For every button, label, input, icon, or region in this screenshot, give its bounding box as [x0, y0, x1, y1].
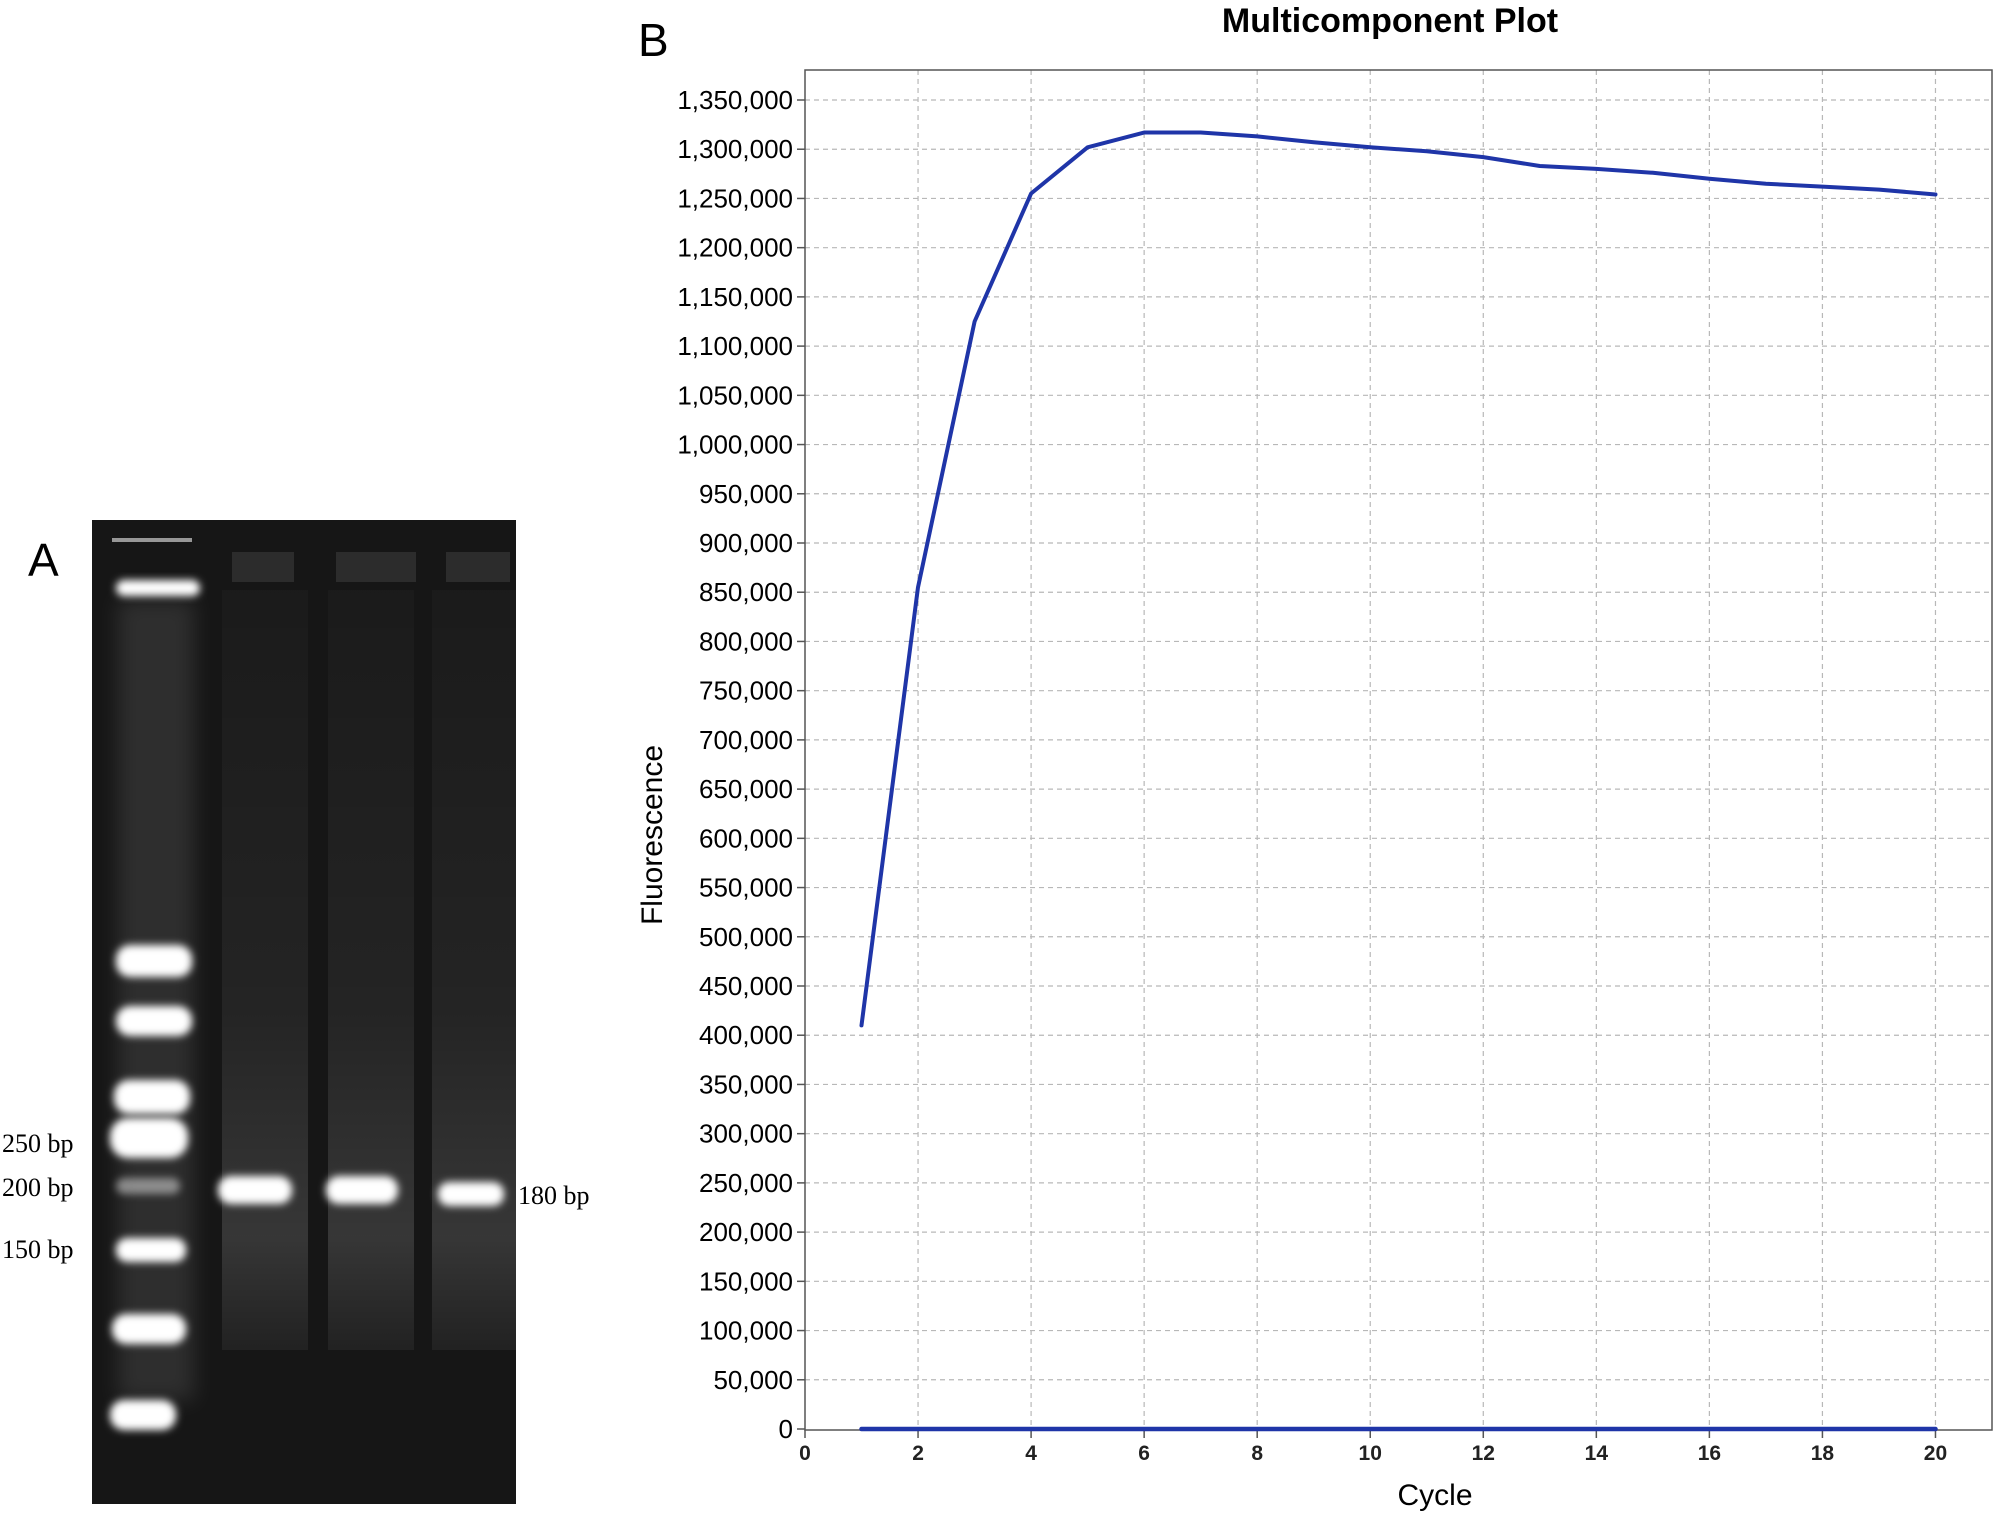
- x-tick-label: 20: [1924, 1442, 1947, 1465]
- sample-band: [438, 1182, 504, 1206]
- y-tick-label: 1,250,000: [677, 183, 793, 213]
- ladder-band: [116, 1006, 192, 1036]
- y-axis-title: Fluorescence: [636, 745, 669, 925]
- grid: [805, 70, 1992, 1430]
- y-tick-label: 550,000: [699, 873, 793, 903]
- x-tick-label: 14: [1585, 1442, 1609, 1465]
- x-tick-label: 16: [1698, 1442, 1721, 1465]
- y-tick-label: 150,000: [699, 1266, 793, 1296]
- y-tick-label: 250,000: [699, 1168, 793, 1198]
- series-line-1: [859, 130, 1938, 1028]
- x-tick-label: 4: [1025, 1442, 1037, 1465]
- y-tick-label: 400,000: [699, 1020, 793, 1050]
- y-tick-label: 50,000: [713, 1365, 793, 1395]
- y-tick-label: 1,300,000: [677, 134, 793, 164]
- series: [859, 130, 1938, 1432]
- x-axis-ticks: 0 2 4 6 8 10 12 14 16 18 20: [799, 1430, 1947, 1465]
- y-tick-label: 700,000: [699, 725, 793, 755]
- y-tick-label: 1,150,000: [677, 282, 793, 312]
- y-tick-label: 750,000: [699, 676, 793, 706]
- y-tick-label: 1,050,000: [677, 380, 793, 410]
- y-tick-label: 650,000: [699, 774, 793, 804]
- gel-well: [232, 552, 294, 582]
- ladder-smear: [118, 600, 194, 1400]
- lane-smear: [222, 590, 308, 1350]
- ladder-band: [114, 1080, 190, 1114]
- ladder-band: [116, 945, 192, 977]
- x-tick-label: 0: [799, 1442, 811, 1465]
- y-tick-label: 900,000: [699, 528, 793, 558]
- y-tick-label: 1,200,000: [677, 233, 793, 263]
- y-tick-label: 500,000: [699, 922, 793, 952]
- gel-well: [336, 552, 416, 582]
- sample-band: [326, 1176, 398, 1204]
- y-axis-ticks: 0 50,000 100,000 150,000 200,000 250,000 300,0…: [677, 85, 805, 1444]
- band-size-label: 180 bp: [518, 1181, 590, 1210]
- y-tick-label: 850,000: [699, 577, 793, 607]
- ladder-label-250: 250 bp: [2, 1129, 74, 1158]
- ladder-band: [116, 1178, 180, 1194]
- y-tick-label: 350,000: [699, 1069, 793, 1099]
- panel-b-label: B: [638, 14, 669, 66]
- y-tick-label: 300,000: [699, 1119, 793, 1149]
- x-tick-label: 6: [1138, 1442, 1150, 1465]
- chart-title: Multicomponent Plot: [1222, 2, 1558, 40]
- x-tick-label: 2: [912, 1442, 924, 1465]
- ladder-band: [112, 1314, 186, 1344]
- chart-panel: B Multicomponent Plot 0 50,000 100,000 150,…: [636, 2, 1993, 1512]
- ladder-band: [110, 1118, 188, 1158]
- gel-well: [112, 538, 192, 542]
- y-tick-label: 1,100,000: [677, 331, 793, 361]
- y-tick-label: 1,000,000: [677, 430, 793, 460]
- y-tick-label: 100,000: [699, 1316, 793, 1346]
- sample-bands: [218, 1176, 504, 1206]
- x-tick-label: 8: [1251, 1442, 1263, 1465]
- ladder-band: [116, 1238, 186, 1262]
- ladder-band: [110, 1400, 176, 1430]
- plot-frame: [804, 69, 1993, 1431]
- lane-smear: [432, 590, 516, 1350]
- y-tick-label: 600,000: [699, 823, 793, 853]
- sample-band: [218, 1176, 292, 1204]
- y-tick-label: 1,350,000: [677, 85, 793, 115]
- y-tick-label: 450,000: [699, 971, 793, 1001]
- x-tick-label: 10: [1359, 1442, 1382, 1465]
- gel-panel: A 250 bp 200 b: [2, 520, 590, 1504]
- x-axis-title: Cycle: [1397, 1479, 1472, 1512]
- y-tick-label: 800,000: [699, 626, 793, 656]
- gel-well: [446, 552, 510, 582]
- panel-a-label: A: [28, 534, 59, 586]
- ladder-label-200: 200 bp: [2, 1173, 74, 1202]
- ladder-bands: [110, 580, 200, 1430]
- x-tick-label: 18: [1811, 1442, 1835, 1465]
- y-tick-label: 0: [779, 1414, 793, 1444]
- x-tick-label: 12: [1472, 1442, 1495, 1465]
- lane-smear: [328, 590, 414, 1350]
- ladder-band: [116, 580, 200, 596]
- y-tick-label: 950,000: [699, 479, 793, 509]
- ladder-label-150: 150 bp: [2, 1235, 74, 1264]
- y-tick-label: 200,000: [699, 1217, 793, 1247]
